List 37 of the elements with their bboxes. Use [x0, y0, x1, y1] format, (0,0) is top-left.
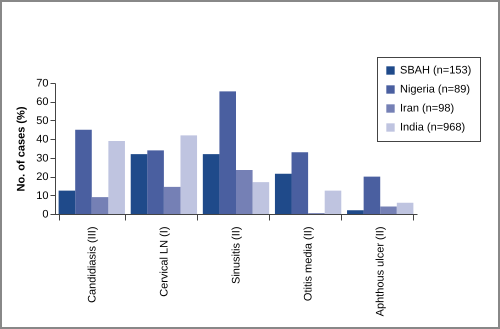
bar — [219, 91, 236, 214]
x-tick-label: Aphthous ulcer (II) — [374, 226, 387, 316]
y-tick-label: 30 — [36, 152, 48, 164]
bar — [58, 190, 76, 214]
bar — [274, 174, 292, 214]
y-tick-label: 20 — [36, 171, 48, 184]
bar — [147, 150, 164, 214]
y-tick-label: 40 — [36, 134, 48, 146]
y-tick-label: 70 — [36, 78, 48, 90]
y-tick-label: 10 — [36, 190, 48, 202]
bar — [75, 130, 92, 214]
x-tick-label: Sinusitis (II) — [230, 226, 242, 284]
bar — [324, 190, 342, 214]
bar — [92, 197, 108, 214]
bar — [380, 206, 397, 214]
y-tick-label: 60 — [36, 96, 48, 108]
legend-label: India (n=968) — [400, 122, 466, 134]
legend-label: Nigeria (n=89) — [400, 84, 470, 96]
bar — [396, 202, 414, 214]
bar — [364, 176, 380, 214]
bar — [292, 152, 308, 214]
x-tick-label: Cervical LN (I) — [158, 226, 170, 297]
bar — [202, 154, 220, 214]
bar — [130, 154, 148, 214]
bar — [236, 170, 253, 214]
bar — [108, 141, 125, 214]
y-tick-label: 50 — [36, 114, 48, 127]
bar — [180, 135, 198, 214]
legend-label: Iran (n=98) — [400, 102, 454, 114]
x-tick-label: Candidiasis (III) — [86, 226, 98, 303]
bar — [164, 186, 180, 214]
bar — [252, 182, 270, 214]
y-axis-title: No. of cases (%) — [15, 106, 28, 192]
legend-label: SBAH (n=153) — [400, 64, 472, 76]
x-tick-label: Otitis media (II) — [302, 226, 315, 302]
bar — [347, 210, 364, 214]
y-tick-label: 0 — [42, 208, 48, 220]
